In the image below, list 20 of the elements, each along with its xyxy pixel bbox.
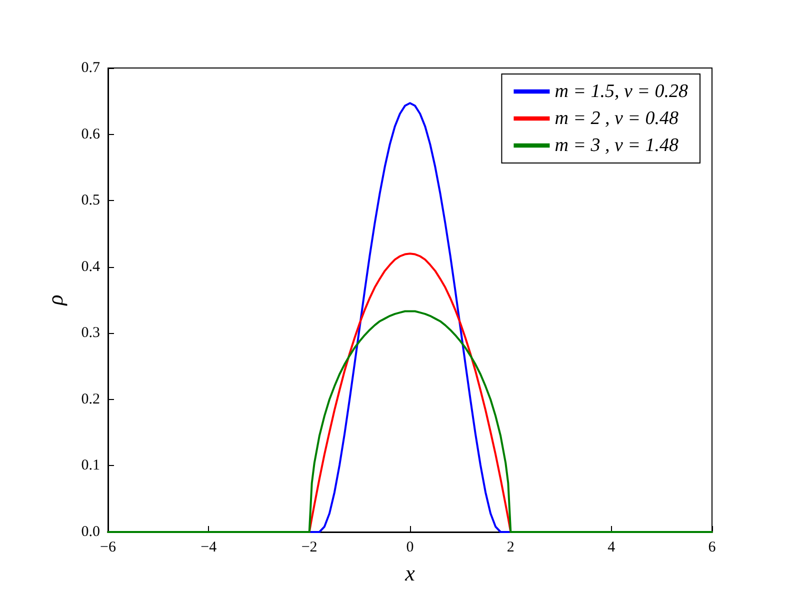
legend-label: m = 3 , ν = 1.48 [554, 135, 679, 156]
legend-label: m = 1.5, ν = 0.28 [554, 81, 688, 102]
x-tick-label: −4 [200, 540, 218, 556]
y-axis-title: ρ [42, 294, 68, 306]
x-tick-label: 6 [708, 540, 716, 556]
y-tick-label: 0.0 [81, 524, 100, 540]
x-tick-label: 2 [506, 540, 514, 556]
y-tick-label: 0.7 [81, 60, 100, 76]
y-tick-label: 0.3 [81, 325, 100, 342]
x-tick-label: 0 [406, 540, 414, 556]
y-tick-label: 0.6 [81, 126, 100, 142]
y-tick-label: 0.1 [81, 458, 100, 474]
y-tick-label: 0.4 [81, 258, 100, 275]
legend-label: m = 2 , ν = 0.48 [554, 108, 679, 129]
x-tick-label: −2 [301, 540, 318, 556]
x-tick-label: −6 [100, 540, 116, 556]
y-tick-label: 0.2 [81, 391, 100, 408]
x-tick-label: 4 [608, 540, 616, 556]
y-tick-label: 0.5 [81, 192, 100, 209]
x-axis-title: x [404, 560, 416, 586]
